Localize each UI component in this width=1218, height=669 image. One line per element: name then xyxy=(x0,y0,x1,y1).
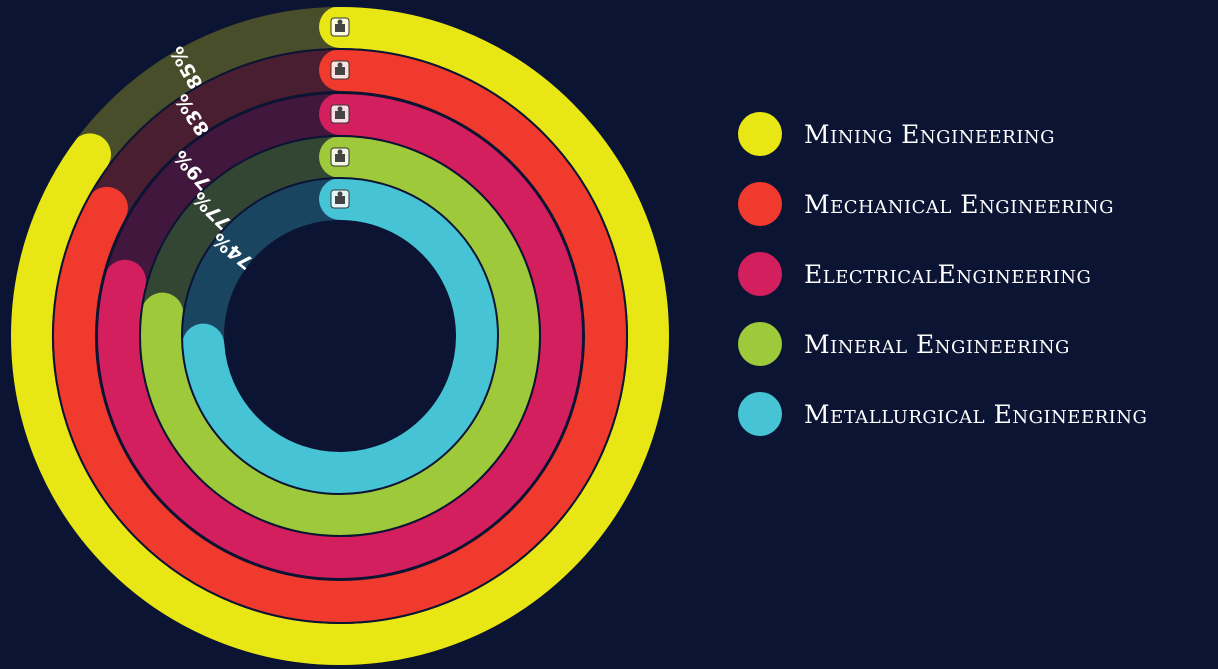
legend-label-metallurgical: Metallurgical Engineering xyxy=(804,399,1148,429)
legend-label-mining: Mining Engineering xyxy=(804,119,1055,149)
ring-bar-4 xyxy=(182,178,498,494)
legend: Mining Engineering Mechanical Engineerin… xyxy=(738,110,1208,460)
mechanical-icon xyxy=(330,60,350,80)
ring-separator-2 xyxy=(96,92,584,580)
legend-label-mechanical: Mechanical Engineering xyxy=(804,189,1115,219)
ring-4: 74% xyxy=(181,177,499,495)
legend-item-mechanical: Mechanical Engineering xyxy=(738,180,1208,228)
legend-swatch-mining xyxy=(738,112,782,156)
ring-separator-4 xyxy=(181,177,499,495)
electrical-icon xyxy=(330,104,350,124)
legend-item-mineral: Mineral Engineering xyxy=(738,320,1208,368)
ring-separator-3 xyxy=(139,135,541,537)
legend-swatch-electrical xyxy=(738,252,782,296)
ring-bar-3 xyxy=(140,136,540,536)
legend-swatch-metallurgical xyxy=(738,392,782,436)
ring-bar-2 xyxy=(97,93,583,579)
legend-item-electrical: ElectricalEngineering xyxy=(738,250,1208,298)
radial-bar-chart: 85%83%79%77%74% xyxy=(9,5,669,667)
ring-bar-0 xyxy=(10,6,669,666)
ring-separator-1 xyxy=(52,48,628,624)
legend-label-mineral: Mineral Engineering xyxy=(804,329,1070,359)
ring-1: 83% xyxy=(52,48,628,624)
legend-label-electrical: ElectricalEngineering xyxy=(804,259,1092,289)
legend-swatch-mineral xyxy=(738,322,782,366)
ring-3: 77% xyxy=(139,135,541,537)
metallurgical-icon xyxy=(330,189,350,209)
legend-swatch-mechanical xyxy=(738,182,782,226)
legend-item-metallurgical: Metallurgical Engineering xyxy=(738,390,1208,438)
ring-2: 79% xyxy=(96,92,584,580)
ring-bar-1 xyxy=(53,49,627,623)
ring-separator-0 xyxy=(9,5,669,667)
legend-item-mining: Mining Engineering xyxy=(738,110,1208,158)
mineral-icon xyxy=(330,147,350,167)
mining-icon xyxy=(330,17,350,37)
